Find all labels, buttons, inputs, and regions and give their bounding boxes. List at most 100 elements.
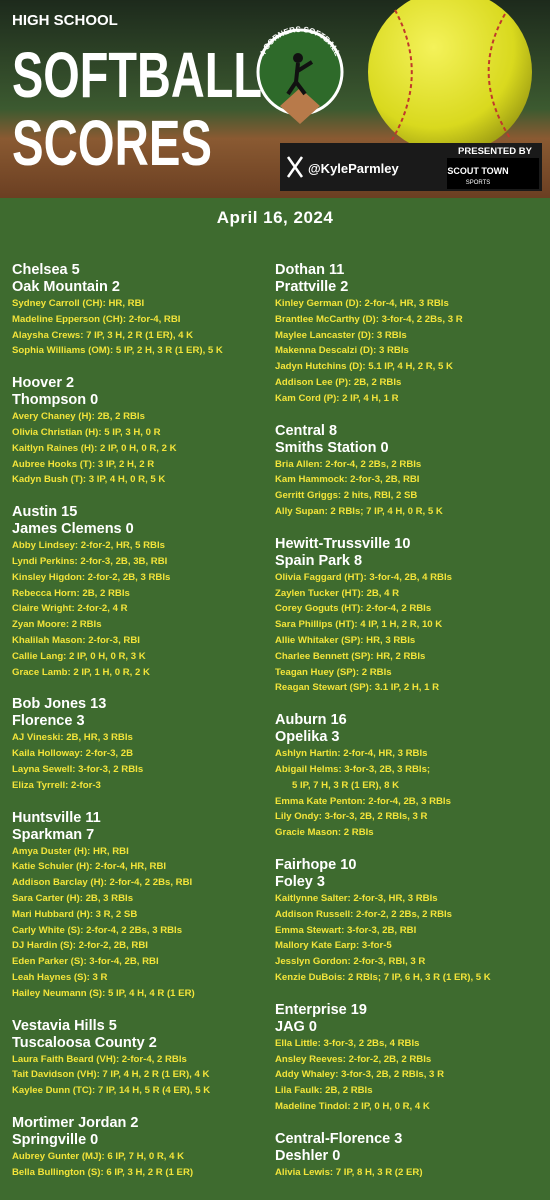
stat-line: DJ Hardin (S): 2-for-2, 2B, RBI [12, 940, 148, 952]
team-score: Central-Florence 3 [275, 1130, 403, 1147]
title-line-1: SOFTBALL [12, 39, 262, 111]
stat-line: Olivia Faggard (HT): 3-for-4, 2B, 4 RBIs [275, 571, 452, 583]
stat-line: Kenzie DuBois: 2 RBIs; 7 IP, 6 H, 3 R (1… [275, 971, 491, 983]
stat-line: Olivia Christian (H): 5 IP, 3 H, 0 R [12, 426, 161, 438]
stat-line: Makenna Descalzi (D): 3 RBIs [275, 345, 409, 357]
stat-line: Gerritt Griggs: 2 hits, RBI, 2 SB [275, 490, 418, 502]
team-score: Smiths Station 0 [275, 439, 389, 456]
stat-line: Tait Davidson (VH): 7 IP, 4 H, 2 R (1 ER… [12, 1069, 210, 1081]
stat-line: Corey Goguts (HT): 2-for-4, 2 RBIs [275, 603, 432, 615]
header: HIGH SCHOOL SOFTBALL SCORES 4 CORNERS SO… [0, 0, 550, 198]
team-score: Vestavia Hills 5 [12, 1017, 117, 1034]
game: Dothan 11 Prattville 2 Kinley German (D): … [275, 262, 543, 407]
game: Central 8 Smiths Station 0 Bria Allen: 2-f… [275, 423, 543, 520]
logo-diamond [280, 88, 320, 124]
team-score: Enterprise 19 [275, 1001, 367, 1018]
stat-line: Madeline Tindol: 2 IP, 0 H, 0 R, 4 K [275, 1100, 430, 1112]
sponsor-sub: SPORTS [466, 180, 491, 186]
stat-line: Sophia Williams (OM): 5 IP, 2 H, 3 R (1 … [12, 345, 223, 357]
stat-line: Kaylee Dunn (TC): 7 IP, 14 H, 5 R (4 ER)… [12, 1085, 211, 1097]
game: Auburn 16 Opelika 3 Ashlyn Hartin: 2-for-4… [275, 712, 543, 841]
stat-line: Avery Chaney (H): 2B, 2 RBIs [12, 411, 145, 423]
stat-line: Katie Schuler (H): 2-for-4, HR, RBI [12, 861, 167, 873]
game: Hewitt-Trussville 10 Spain Park 8 Olivia F… [275, 536, 543, 696]
game: Mortimer Jordan 2 Springville 0 Aubrey Gun… [12, 1115, 280, 1181]
presented-by: PRESENTED BY [458, 146, 533, 157]
stat-line: Mallory Kate Earp: 3-for-5 [275, 940, 392, 952]
stat-line: Addison Barclay (H): 2-for-4, 2 2Bs, RBI [12, 877, 193, 889]
stat-line: Abigail Helms: 3-for-3, 2B, 3 RBIs; [275, 763, 431, 775]
team-score: Huntsville 11 [12, 809, 101, 826]
logo-player [286, 60, 314, 96]
ball-seam [391, 9, 413, 141]
stat-line: Lila Faulk: 2B, 2 RBIs [275, 1085, 373, 1097]
stat-line: Kaitlyn Raines (H): 2 IP, 0 H, 0 R, 2 K [12, 442, 177, 454]
team-score: Springville 0 [12, 1131, 99, 1148]
stat-line: Callie Lang: 2 IP, 0 H, 0 R, 3 K [12, 650, 146, 662]
game: Central-Florence 3 Deshler 0 Alivia Lewis:… [275, 1131, 543, 1181]
stat-line: Jesslyn Gordon: 2-for-3, RBI, 3 R [275, 956, 426, 968]
stat-line: AJ Vineski: 2B, HR, 3 RBIs [12, 732, 133, 744]
game: Vestavia Hills 5 Tuscaloosa County 2 Laura… [12, 1018, 280, 1099]
stat-line: Grace Lamb: 2 IP, 1 H, 0 R, 2 K [12, 666, 150, 678]
game: Hoover 2 Thompson 0 Avery Chaney (H): 2B, … [12, 375, 280, 488]
stat-line: Kinley German (D): 2-for-4, HR, 3 RBIs [275, 298, 449, 309]
stat-line: Amya Duster (H): HR, RBI [12, 845, 129, 857]
stat-line: Emma Kate Penton: 2-for-4, 2B, 3 RBIs [275, 795, 451, 807]
title-line-2: SCORES [12, 107, 212, 179]
stat-line: Addison Russell: 2-for-2, 2 2Bs, 2 RBIs [275, 908, 452, 920]
kicker: HIGH SCHOOL [12, 12, 118, 29]
stat-line: Kam Cord (P): 2 IP, 4 H, 1 R [275, 392, 399, 404]
team-score: JAG 0 [275, 1018, 317, 1035]
team-score: Deshler 0 [275, 1147, 341, 1164]
stat-line: Alivia Lewis: 7 IP, 8 H, 3 R (2 ER) [275, 1166, 423, 1178]
game: Huntsville 11 Sparkman 7 Amya Duster (H): … [12, 810, 280, 1002]
stat-line: Mari Hubbard (H): 3 R, 2 SB [12, 908, 138, 920]
team-score: Foley 3 [275, 873, 325, 890]
stat-line: Lyndi Perkins: 2-for-3, 2B, 3B, RBI [12, 555, 168, 567]
team-score: Hoover 2 [12, 375, 75, 392]
stat-line: Eden Parker (S): 3-for-4, 2B, RBI [12, 956, 159, 968]
team-score: Spain Park 8 [275, 552, 363, 569]
stat-line: Abby Lindsey: 2-for-2, HR, 5 RBIs [12, 540, 165, 552]
x-logo [286, 156, 304, 178]
column: Dothan 11 Prattville 2 Kinley German (D): … [275, 262, 543, 1196]
stat-line: Eliza Tyrrell: 2-for-3 [12, 779, 101, 791]
stat-line: Charlee Bennett (SP): HR, 2 RBIs [275, 650, 426, 662]
handle: @KyleParmley [308, 161, 399, 176]
team-score: Central 8 [275, 422, 338, 439]
ball-seam [487, 13, 511, 139]
team-score: Hewitt-Trussville 10 [275, 535, 411, 552]
stat-line: Claire Wright: 2-for-2, 4 R [12, 603, 128, 615]
stat-line: Kaila Holloway: 2-for-3, 2B [12, 748, 134, 760]
team-score: Prattville 2 [275, 279, 349, 295]
team-score: Thompson 0 [12, 392, 99, 409]
team-score: Austin 15 [12, 504, 78, 521]
stat-line: Hailey Neumann (S): 5 IP, 4 H, 4 R (1 ER… [12, 987, 195, 999]
team-score: Fairhope 10 [275, 856, 357, 873]
stat-line: Bella Bullington (S): 6 IP, 3 H, 2 R (1 … [12, 1166, 194, 1178]
stat-line: Sara Carter (H): 2B, 3 RBIs [12, 892, 134, 904]
game: Bob Jones 13 Florence 3 AJ Vineski: 2B, HR… [12, 696, 280, 793]
stat-line: Kinsley Higdon: 2-for-2, 2B, 3 RBIs [12, 571, 171, 583]
stat-line: Sara Phillips (HT): 4 IP, 1 H, 2 R, 10 K [275, 619, 443, 631]
stat-line: Zyan Moore: 2 RBIs [12, 619, 102, 631]
stat-line: Aubrey Gunter (MJ): 6 IP, 7 H, 0 R, 4 K [12, 1150, 185, 1162]
team-score: Dothan 11 [275, 262, 345, 278]
stat-line: Ally Supan: 2 RBIs; 7 IP, 4 H, 0 R, 5 K [275, 505, 443, 517]
team-score: Opelika 3 [275, 729, 340, 746]
game: Austin 15 James Clemens 0 Abby Lindsey: 2-… [12, 504, 280, 680]
stat-line: Ella Little: 3-for-3, 2 2Bs, 4 RBIs [275, 1037, 420, 1049]
stat-line: Alaysha Crews: 7 IP, 3 H, 2 R (1 ER), 4 … [12, 329, 194, 341]
stat-line: Layna Sewell: 3-for-3, 2 RBIs [12, 763, 144, 775]
game: Fairhope 10 Foley 3 Kaitlynne Salter: 2-fo… [275, 857, 543, 986]
game: Chelsea 5 Oak Mountain 2 Sydney Carroll (C… [12, 262, 280, 359]
team-score: Mortimer Jordan 2 [12, 1114, 139, 1131]
team-score: James Clemens 0 [12, 521, 134, 538]
stat-line: 5 IP, 7 H, 3 R (1 ER), 8 K [292, 779, 399, 791]
stat-line: Allie Whitaker (SP): HR, 3 RBIs [275, 634, 416, 646]
team-score: Oak Mountain 2 [12, 279, 120, 295]
sponsor: SCOUT TOWN [447, 166, 508, 176]
stat-line: Bria Allen: 2-for-4, 2 2Bs, 2 RBIs [275, 458, 422, 470]
